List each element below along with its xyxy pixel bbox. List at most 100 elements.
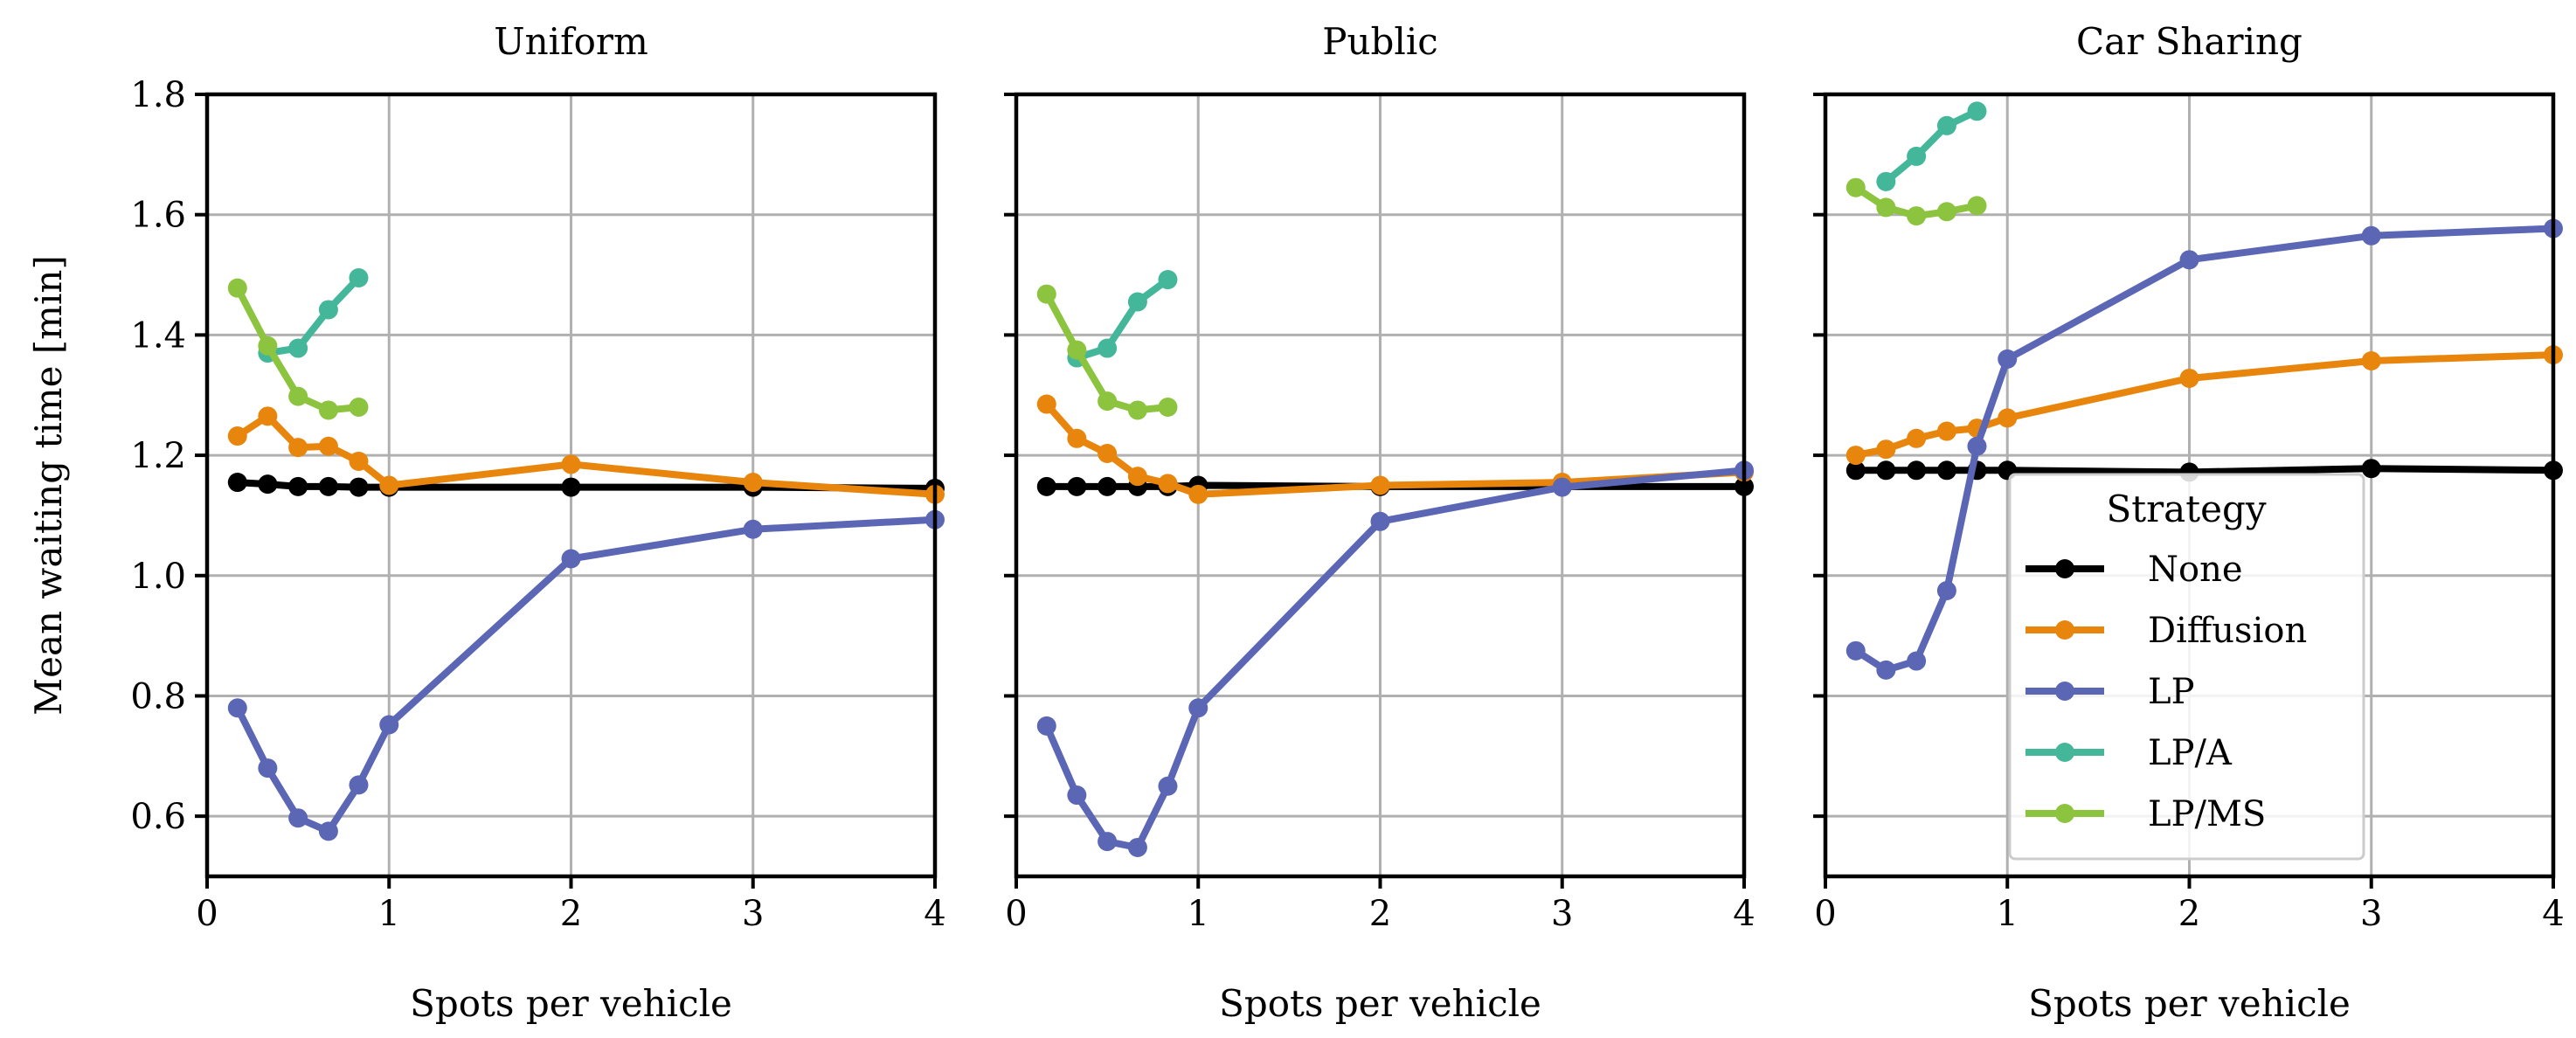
data-point-diffusion bbox=[1098, 444, 1118, 464]
y-tick-label: 1.6 bbox=[130, 196, 186, 236]
series-line-lp bbox=[1042, 467, 1748, 851]
data-point-lp bbox=[1370, 511, 1390, 531]
data-point-diffusion bbox=[561, 454, 581, 474]
y-tick-label: 1.4 bbox=[130, 315, 186, 356]
data-point-none bbox=[349, 477, 369, 497]
data-point-lp-ms bbox=[1845, 177, 1866, 197]
data-point-lp-a bbox=[1936, 115, 1956, 135]
data-point-lp bbox=[1876, 660, 1896, 680]
legend-marker-lp-ms bbox=[2055, 804, 2074, 823]
data-point-diffusion bbox=[1127, 467, 1147, 487]
series-line-diffusion bbox=[1852, 351, 2557, 460]
data-point-lp-ms bbox=[227, 278, 247, 298]
data-point-lp-a bbox=[1158, 270, 1178, 290]
x-tick-label: 3 bbox=[2360, 894, 2382, 934]
data-point-diffusion bbox=[1158, 474, 1178, 494]
legend-label-none: None bbox=[2148, 550, 2243, 590]
data-point-lp bbox=[1188, 698, 1208, 718]
legend-marker-none bbox=[2055, 559, 2074, 578]
data-point-lp-ms bbox=[1158, 398, 1178, 417]
data-point-none bbox=[1098, 476, 1118, 496]
data-point-diffusion bbox=[318, 436, 338, 456]
data-point-lp-a bbox=[1876, 171, 1896, 191]
data-point-lp bbox=[1098, 832, 1118, 852]
x-tick-label: 3 bbox=[742, 894, 764, 934]
series-line-lp-a bbox=[1073, 276, 1172, 362]
legend-marker-lp bbox=[2055, 682, 2074, 701]
y-tick-label: 1.0 bbox=[130, 557, 186, 597]
legend: Strategy None Diffusion LP LP/A LP/MS bbox=[2008, 473, 2365, 861]
y-tick-label: 1.8 bbox=[130, 75, 186, 115]
data-point-lp-ms bbox=[1127, 400, 1147, 420]
data-point-none bbox=[318, 476, 338, 496]
data-point-none bbox=[288, 476, 308, 496]
data-point-diffusion bbox=[1845, 446, 1866, 466]
data-point-diffusion bbox=[1907, 428, 1927, 448]
data-point-diffusion bbox=[227, 426, 247, 446]
data-point-lp bbox=[1036, 716, 1056, 736]
y-tick-label: 0.6 bbox=[130, 797, 186, 837]
panel-title: Car Sharing bbox=[2076, 20, 2302, 63]
data-point-lp bbox=[227, 698, 247, 718]
data-point-lp bbox=[1067, 785, 1087, 806]
data-point-lp-ms bbox=[1967, 196, 1987, 216]
legend-label-lp: LP bbox=[2148, 672, 2194, 712]
data-point-lp-ms bbox=[258, 336, 278, 356]
data-point-lp bbox=[1936, 580, 1956, 600]
panel-title: Uniform bbox=[494, 20, 648, 63]
data-point-lp-a bbox=[318, 300, 338, 320]
x-tick-label: 1 bbox=[1188, 894, 1209, 934]
data-point-none bbox=[258, 474, 278, 495]
data-point-lp bbox=[1907, 651, 1927, 671]
panel-uniform: 0 1 2 3 4 0.6 0.8 1.0 1.2 1.4 1.6 1.8 Uniform Spots p… bbox=[27, 20, 946, 1025]
data-point-lp bbox=[2179, 250, 2199, 270]
legend-marker-diffusion bbox=[2055, 620, 2074, 640]
x-tick-label: 1 bbox=[378, 894, 400, 934]
data-point-diffusion bbox=[1370, 475, 1390, 495]
data-point-lp-a bbox=[288, 338, 308, 358]
panel-public: 0 1 2 3 4 Public Spots per vehicle bbox=[1004, 20, 1755, 1025]
data-point-lp-a bbox=[1127, 292, 1147, 312]
data-point-diffusion bbox=[379, 475, 399, 495]
x-axis-label: Spots per vehicle bbox=[1219, 982, 1541, 1025]
data-point-diffusion bbox=[1998, 408, 2018, 428]
series-line-none bbox=[1852, 465, 2557, 476]
data-point-none bbox=[2361, 459, 2381, 479]
x-tick-label: 0 bbox=[1005, 894, 1027, 934]
legend-label-lp-a: LP/A bbox=[2148, 733, 2233, 773]
data-point-lp bbox=[743, 519, 763, 539]
data-point-lp-a bbox=[1907, 146, 1927, 166]
data-point-none bbox=[1067, 476, 1087, 496]
data-point-diffusion bbox=[258, 406, 278, 426]
data-point-lp bbox=[288, 808, 308, 828]
legend-label-lp-ms: LP/MS bbox=[2148, 794, 2266, 834]
data-point-lp-ms bbox=[1876, 197, 1896, 218]
panel-car-sharing: 0 1 2 3 4 Car Sharing Spots per vehicle Strateg… bbox=[1813, 20, 2565, 1025]
x-tick-label: 2 bbox=[2178, 894, 2200, 934]
x-tick-label: 1 bbox=[1997, 894, 2019, 934]
legend-label-diffusion: Diffusion bbox=[2148, 611, 2307, 651]
series-line-lp-a bbox=[1882, 107, 1981, 185]
x-tick-label: 2 bbox=[560, 894, 582, 934]
x-axis-label: Spots per vehicle bbox=[410, 982, 732, 1025]
data-point-lp-ms bbox=[1067, 340, 1087, 360]
data-point-lp bbox=[1998, 349, 2018, 369]
data-point-diffusion bbox=[349, 451, 369, 471]
data-point-lp bbox=[2361, 225, 2381, 246]
data-point-lp-ms bbox=[1936, 202, 1956, 222]
data-point-lp-ms bbox=[1036, 284, 1056, 304]
data-point-lp-ms bbox=[288, 386, 308, 406]
data-point-diffusion bbox=[1036, 394, 1056, 414]
data-point-diffusion bbox=[288, 438, 308, 458]
x-tick-label: 0 bbox=[196, 894, 218, 934]
y-tick-label: 1.2 bbox=[130, 436, 186, 476]
data-point-diffusion bbox=[1876, 439, 1896, 460]
data-point-none bbox=[1936, 460, 1956, 481]
y-tick-label: 0.8 bbox=[130, 676, 186, 716]
data-point-none bbox=[1876, 460, 1896, 481]
panel-title: Public bbox=[1322, 20, 1438, 63]
data-point-lp-ms bbox=[1098, 391, 1118, 412]
x-tick-label: 4 bbox=[1733, 894, 1755, 934]
data-point-lp bbox=[1967, 436, 1987, 456]
